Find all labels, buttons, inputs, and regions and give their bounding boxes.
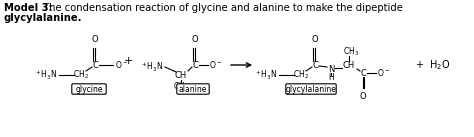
Text: O: O	[91, 35, 98, 44]
Text: C: C	[92, 61, 98, 69]
Text: C: C	[312, 61, 318, 69]
Text: CH: CH	[175, 71, 187, 79]
Text: O: O	[360, 92, 366, 101]
Text: glycylalanine: glycylalanine	[285, 85, 337, 93]
Text: CH: CH	[343, 62, 355, 71]
Text: $\mathregular{CH_2}$: $\mathregular{CH_2}$	[73, 69, 89, 81]
Text: The condensation reaction of glycine and alanine to make the dipeptide: The condensation reaction of glycine and…	[40, 3, 403, 13]
Text: $\mathregular{{}^+H_3N}$: $\mathregular{{}^+H_3N}$	[34, 68, 57, 82]
Text: glycylalanine.: glycylalanine.	[4, 13, 82, 23]
Text: alanine: alanine	[179, 85, 207, 93]
FancyBboxPatch shape	[72, 84, 106, 94]
Text: $\mathregular{CH_3}$: $\mathregular{CH_3}$	[343, 46, 359, 58]
Text: C: C	[360, 68, 366, 78]
Text: Model 3:: Model 3:	[4, 3, 53, 13]
Text: H: H	[328, 73, 334, 82]
Text: O: O	[312, 35, 319, 44]
Text: C: C	[192, 61, 198, 69]
Text: glycine: glycine	[75, 85, 103, 93]
Text: $\mathregular{CH_2}$: $\mathregular{CH_2}$	[293, 69, 309, 81]
Text: +: +	[123, 56, 133, 66]
Text: $\mathregular{CH_3}$: $\mathregular{CH_3}$	[173, 81, 189, 93]
Text: $\mathregular{O^-}$: $\mathregular{O^-}$	[377, 68, 390, 79]
Text: N: N	[328, 65, 334, 73]
Text: $\mathregular{+\ \ H_2O}$: $\mathregular{+\ \ H_2O}$	[415, 58, 451, 72]
Text: $\mathregular{{}^+H_3N}$: $\mathregular{{}^+H_3N}$	[254, 68, 277, 82]
Text: $\mathregular{O^-}$: $\mathregular{O^-}$	[115, 59, 128, 71]
Text: $\mathregular{{}^+H_3N}$: $\mathregular{{}^+H_3N}$	[140, 60, 163, 74]
FancyBboxPatch shape	[286, 84, 336, 94]
FancyBboxPatch shape	[177, 84, 209, 94]
Text: O: O	[191, 35, 198, 44]
Text: $\mathregular{O^-}$: $\mathregular{O^-}$	[209, 59, 222, 71]
